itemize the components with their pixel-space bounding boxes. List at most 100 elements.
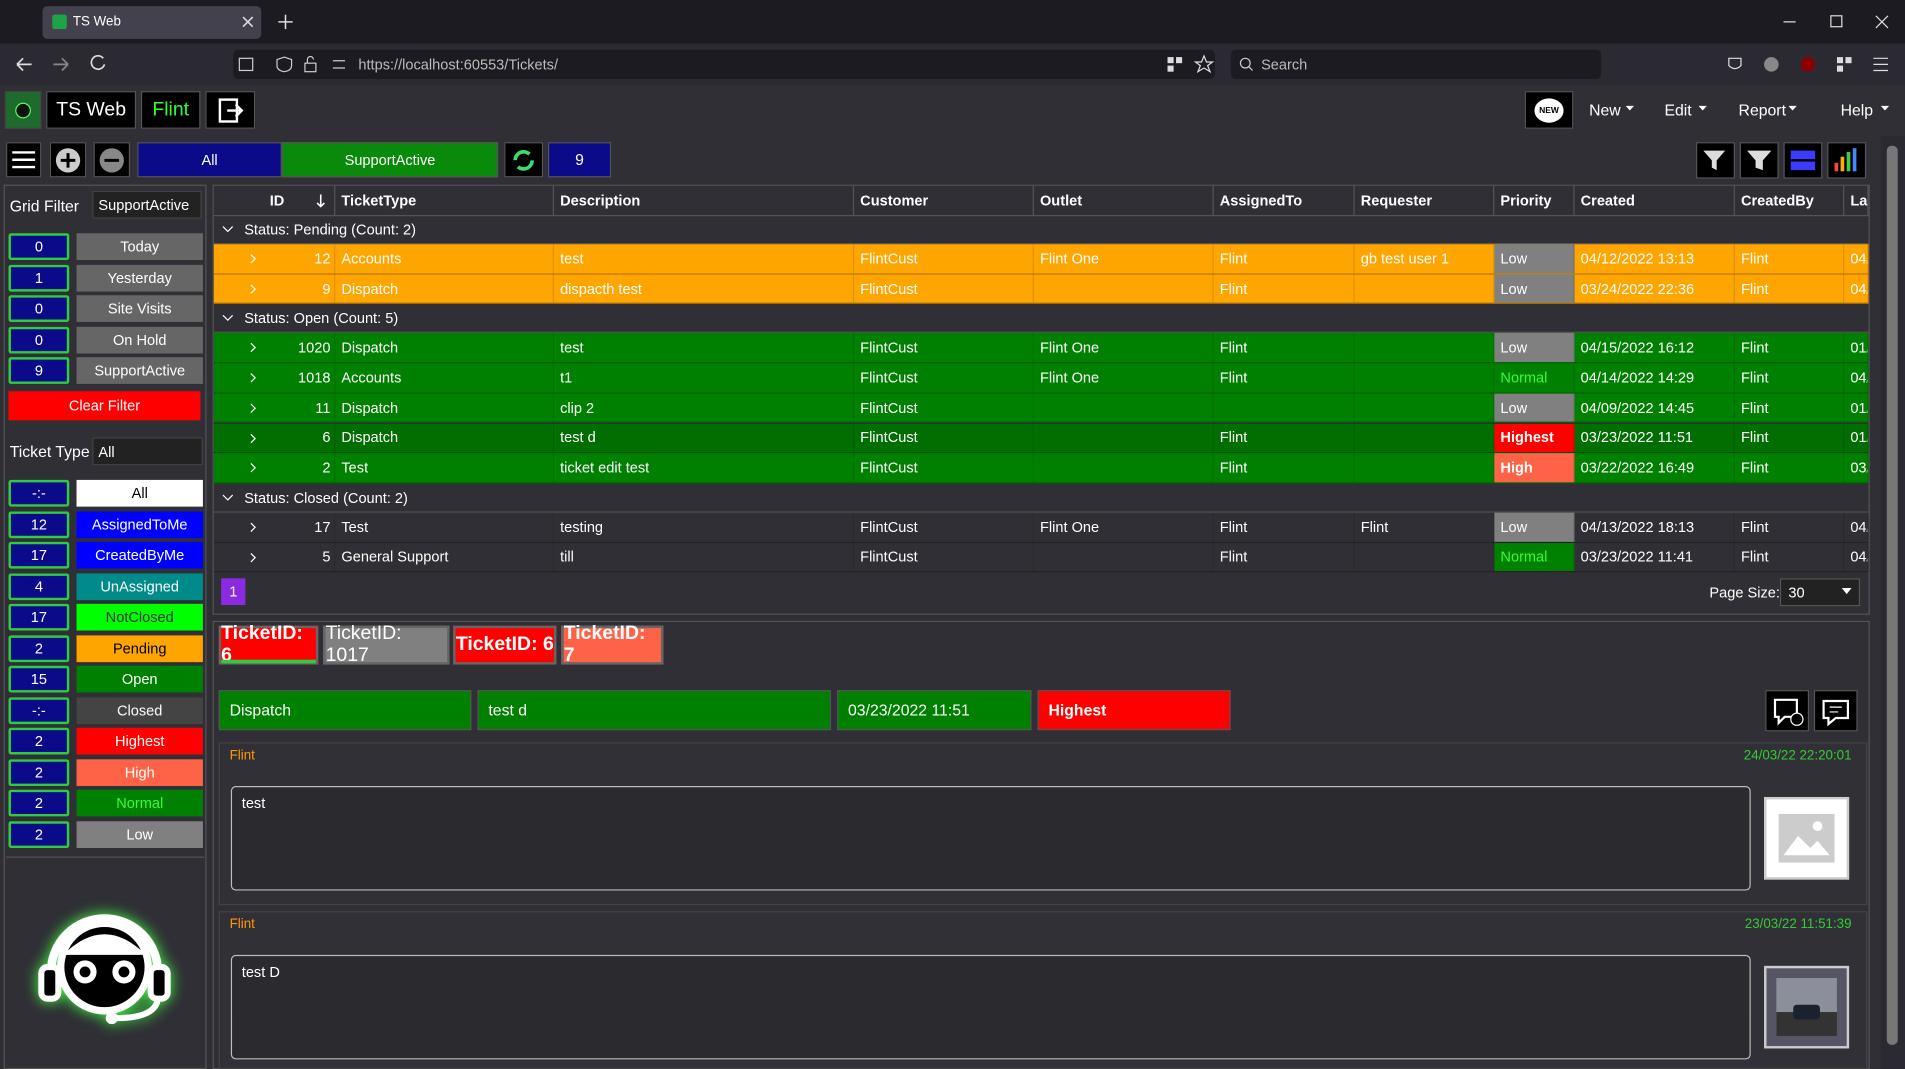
filter-button[interactable]: Open [76,665,203,693]
user-name[interactable]: Flint [140,91,201,129]
new-tab[interactable] [278,14,293,30]
ticket-row[interactable]: 12 Accounts test FlintCust Flint One Flint gb … [213,244,1869,275]
filter-count[interactable]: 2 [8,758,70,786]
note-image[interactable] [1764,965,1850,1049]
ticket-type-input[interactable]: All [92,437,203,466]
filter-button[interactable]: All [76,479,203,507]
filter-count[interactable]: 15 [8,665,70,693]
filter-count[interactable]: 2 [8,789,70,817]
ticket-row[interactable]: 11 Dispatch clip 2 FlintCust Low 04/09/2022 1… [213,393,1869,424]
group-row[interactable]: Status: Closed (Count: 2) [213,483,1869,513]
ticket-row[interactable]: 6 Dispatch test d FlintCust Flint Highest 03/2… [213,423,1869,454]
menu-item[interactable]: Edit [1664,100,1692,120]
column-header[interactable]: AssignedTo [1214,185,1355,216]
extensions[interactable] [1725,55,1895,74]
filter-button[interactable]: Yesterday [76,264,203,291]
group-title: Status: Pending (Count: 2) [244,221,417,239]
filter-button[interactable]: On Hold [76,326,203,353]
clear-filter[interactable]: Clear Filter [8,391,201,421]
column-header[interactable]: Description [554,185,855,216]
filter-count[interactable]: 2 [8,727,70,755]
column-header[interactable]: Priority [1494,185,1575,216]
filter-count[interactable]: 17 [8,603,70,631]
filter-count[interactable]: 9 [8,357,70,384]
grid-cell: Flint [1735,453,1845,483]
filter-button[interactable]: High [76,758,203,786]
filter-button[interactable]: Pending [76,634,203,662]
filter-button[interactable]: Low [76,820,203,848]
note-actions[interactable] [1765,690,1860,732]
filter-count[interactable]: -:- [8,696,70,724]
ticket-row[interactable]: 2 Test ticket edit test FlintCust Flint High 0… [213,453,1869,484]
ticket-tab[interactable]: TicketID: 6 [218,623,319,666]
filter-count[interactable]: 2 [8,634,70,662]
grid-header: ID TicketType Description Customer Outlet Ass… [213,185,1869,217]
refresh-button[interactable] [504,142,544,178]
column-header[interactable]: ID [264,185,336,216]
nav-buttons[interactable] [15,54,112,74]
grid-cell: Flint [1214,363,1355,393]
filter-count[interactable]: 2 [8,820,70,848]
brand[interactable]: TS Web [46,91,137,129]
divider [6,856,205,858]
menu-item[interactable]: Help [1840,100,1874,120]
url-field[interactable] [233,49,1215,79]
filter-count[interactable]: 17 [8,541,70,569]
expand-arrow [250,403,256,413]
filter-button[interactable]: Site Visits [76,295,203,322]
browser-tab[interactable] [42,6,262,39]
window-controls[interactable] [1781,15,1890,30]
group-row[interactable]: Status: Open (Count: 5) [213,304,1869,334]
ticket-row[interactable]: 9 Dispatch dispacth test FlintCust Flint Low 0… [213,274,1869,305]
note-image[interactable] [1764,796,1850,880]
note-text[interactable]: test [230,786,1751,891]
filter-count[interactable]: 0 [8,326,70,353]
note-text[interactable]: test D [230,954,1751,1060]
filter-button[interactable]: Closed [76,696,203,724]
ticket-tab[interactable]: TicketID: 7 [561,623,664,666]
column-header[interactable]: La [1844,185,1869,216]
grid-filter-input[interactable]: SupportActive [92,190,202,219]
ticket-row[interactable]: 1020 Dispatch test FlintCust Flint One Flint L… [213,333,1869,364]
search-field[interactable] [1230,49,1602,79]
filter-count[interactable]: 0 [8,295,70,322]
ticket-row[interactable]: 1018 Accounts t1 FlintCust Flint One Flint Nor… [213,363,1869,394]
group-row[interactable]: Status: Pending (Count: 2) [213,215,1869,245]
filter-button[interactable]: Normal [76,789,203,817]
ticket-row[interactable]: 5 General Support till FlintCust Flint Normal… [213,542,1869,573]
view-support-active[interactable]: SupportActive [281,142,499,178]
menu-item[interactable]: New [1589,100,1621,120]
filter-count[interactable]: 1 [8,264,70,291]
page-size-select[interactable]: 30 [1779,578,1861,607]
menu-item[interactable]: Report [1738,100,1786,120]
ticket-row[interactable]: 17 Test testing FlintCust Flint One Flint Flin… [213,512,1869,543]
filter-button[interactable]: AssignedToMe [76,510,203,538]
column-header[interactable]: Created [1575,185,1735,216]
filter-button[interactable]: SupportActive [76,357,203,384]
column-header[interactable]: CreatedBy [1735,185,1845,216]
filter-count[interactable]: -:- [8,479,70,507]
ticket-tab[interactable]: TicketID: 1017 [323,623,450,666]
filter-button[interactable]: NotClosed [76,603,203,631]
filter-count[interactable]: 12 [8,510,70,538]
ticket-tab[interactable]: TicketID: 6 [453,625,557,665]
url-actions[interactable] [1166,54,1215,74]
scroll-thumb[interactable] [1886,145,1898,1045]
filter-count[interactable]: 0 [8,233,70,260]
tab-close[interactable] [242,16,254,28]
view-all[interactable]: All [137,142,282,178]
filter-count[interactable]: 4 [8,572,70,600]
grid-cell: 04/ [1844,274,1869,303]
filter-button[interactable]: UnAssigned [76,572,203,600]
grid-cell: test d [554,423,855,453]
page-button[interactable]: 1 [221,578,246,606]
column-header[interactable]: Customer [854,185,1034,216]
toolbar-right-icons[interactable] [1696,142,1869,179]
filter-button[interactable]: CreatedByMe [76,541,203,569]
filter-button[interactable]: Highest [76,727,203,755]
column-header[interactable]: Requester [1355,185,1495,216]
filter-button[interactable]: Today [76,233,203,260]
column-header[interactable]: Outlet [1034,185,1214,216]
grid-cell [1034,274,1214,303]
column-header[interactable]: TicketType [335,185,555,216]
